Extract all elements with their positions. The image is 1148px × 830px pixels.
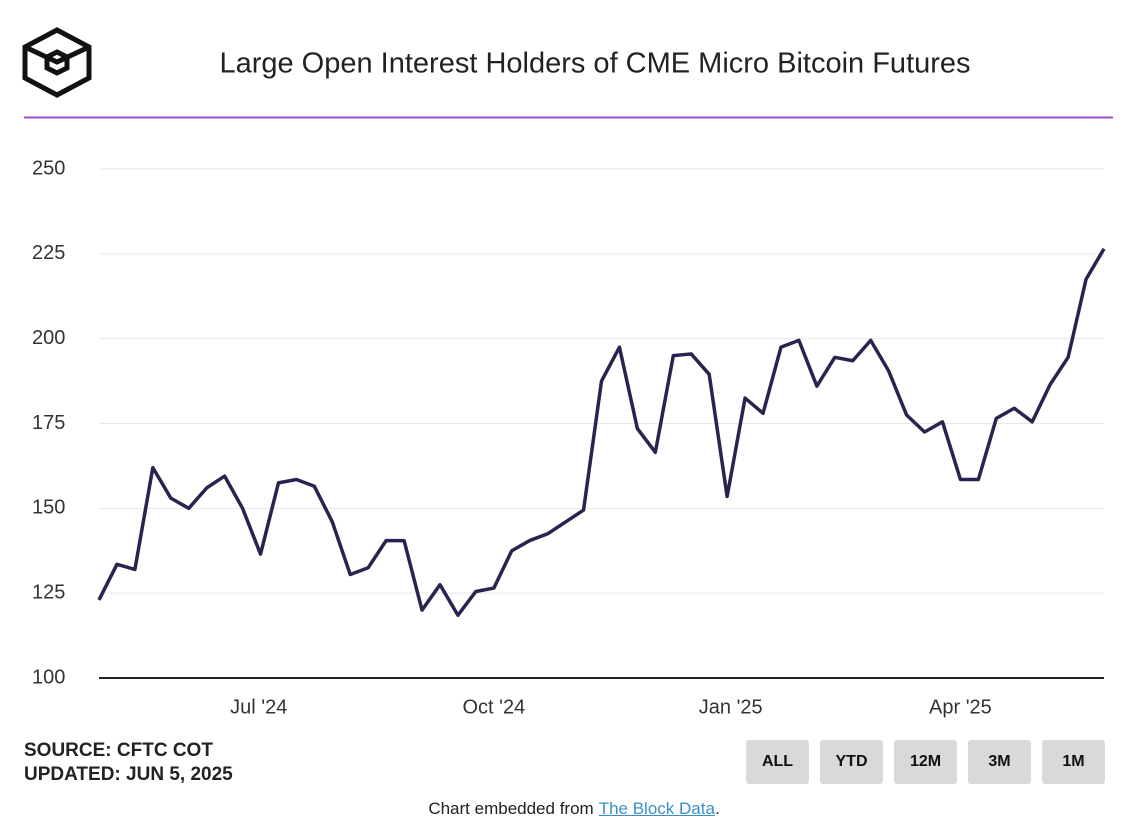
footer: Chart embedded from The Block Data. [0, 799, 1148, 819]
y-tick-label: 100 [32, 666, 65, 688]
y-tick-label: 150 [32, 497, 65, 519]
logo [22, 27, 92, 98]
chart: Large Open Interest Holders of CME Micro… [22, 27, 1113, 718]
range-button[interactable]: YTD [820, 740, 883, 784]
y-tick-label: 175 [32, 412, 65, 434]
x-tick-label: Oct '24 [462, 696, 525, 718]
range-button[interactable]: 12M [894, 740, 957, 784]
range-button[interactable]: 3M [968, 740, 1031, 784]
footer-text: Chart embedded from [428, 799, 594, 818]
footer-end: . [714, 799, 720, 818]
chart-title: Large Open Interest Holders of CME Micro… [219, 48, 970, 80]
range-button[interactable]: ALL [746, 740, 809, 784]
x-tick-label: Apr '25 [929, 696, 992, 718]
y-tick-label: 250 [32, 157, 65, 179]
x-tick-label: Jan '25 [699, 696, 763, 718]
footer-link[interactable]: The Block Data [598, 799, 715, 818]
x-tick-label: Jul '24 [230, 696, 287, 718]
range-button[interactable]: 1M [1042, 740, 1105, 784]
y-tick-label: 125 [32, 581, 65, 603]
source: SOURCE: CFTC COT [24, 740, 213, 761]
data-line [97, 247, 1106, 617]
updated: UPDATED: JUN 5, 2025 [24, 764, 233, 785]
y-tick-label: 200 [32, 327, 65, 349]
y-tick-label: 225 [32, 242, 65, 264]
